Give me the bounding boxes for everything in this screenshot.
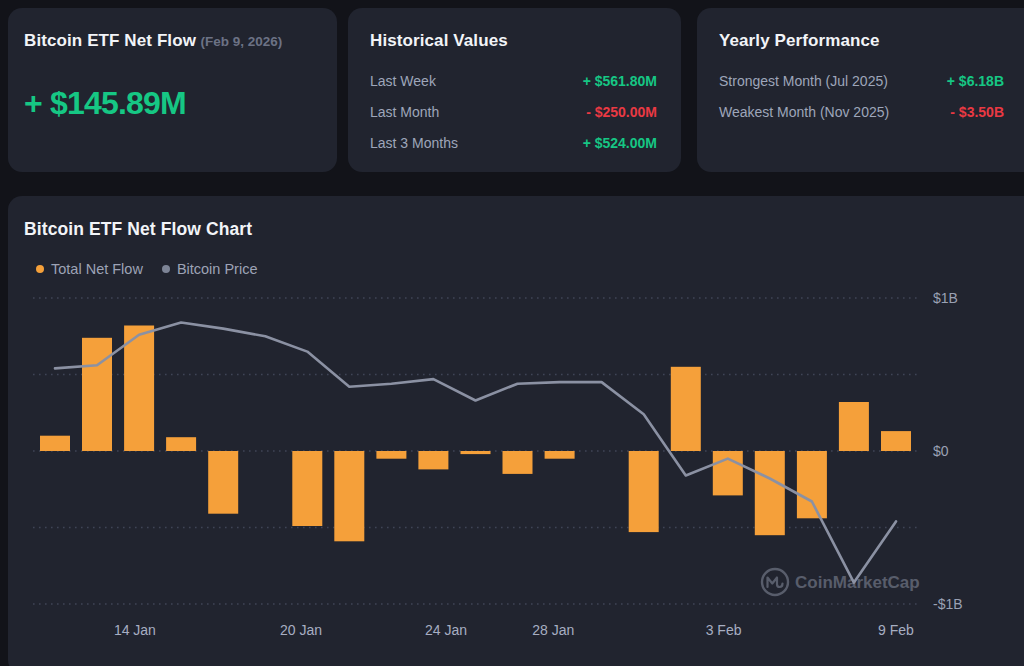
net-flow-bar	[671, 367, 701, 451]
net-flow-bar	[292, 451, 322, 526]
coinmarketcap-watermark: CoinMarketCap	[762, 569, 920, 595]
net-flow-card: Bitcoin ETF Net Flow (Feb 9, 2026) + $14…	[8, 8, 337, 172]
stat-label: Last Month	[370, 102, 439, 122]
stat-value: + $6.18B	[947, 71, 1004, 91]
stat-label: Last Week	[370, 71, 436, 91]
net-flow-bar	[503, 451, 533, 474]
net-flow-bar	[334, 451, 364, 541]
historical-title: Historical Values	[370, 31, 508, 51]
net-flow-bar	[881, 431, 911, 451]
stat-label: Weakest Month (Nov 2025)	[719, 102, 889, 122]
stat-value: + $561.80M	[583, 71, 657, 91]
x-axis-label: 20 Jan	[280, 622, 322, 638]
stat-row: Strongest Month (Jul 2025) + $6.18B	[719, 71, 1004, 91]
net-flow-bar	[755, 451, 785, 535]
x-axis-label: 28 Jan	[532, 622, 574, 638]
net-flow-bar	[797, 451, 827, 518]
net-flow-bar	[461, 451, 491, 454]
y-axis-label: $0	[933, 443, 949, 459]
stat-row: Last Month - $250.00M	[370, 102, 657, 122]
stat-label: Strongest Month (Jul 2025)	[719, 71, 888, 91]
net-flow-chart-card: Bitcoin ETF Net Flow Chart Total Net Flo…	[8, 196, 1024, 666]
net-flow-value: + $145.89M	[24, 85, 186, 122]
historical-values-card: Historical Values Last Week+ $561.80MLas…	[348, 8, 681, 172]
net-flow-bar	[124, 326, 154, 452]
yearly-performance-card: Yearly Performance Strongest Month (Jul …	[697, 8, 1024, 172]
net-flow-bar	[82, 338, 112, 451]
x-axis-label: 3 Feb	[706, 622, 742, 638]
net-flow-bar	[166, 437, 196, 451]
net-flow-bar	[839, 402, 869, 451]
stat-value: - $3.50B	[950, 102, 1004, 122]
stat-row: Last Week + $561.80M	[370, 71, 657, 91]
stat-row: Last 3 Months + $524.00M	[370, 133, 657, 153]
net-flow-bar	[418, 451, 448, 469]
x-axis-label: 24 Jan	[425, 622, 467, 638]
x-axis-label: 14 Jan	[114, 622, 156, 638]
net-flow-bar	[208, 451, 238, 514]
stat-value: - $250.00M	[586, 102, 657, 122]
y-axis-label: -$1B	[933, 596, 963, 612]
stat-value: + $524.00M	[583, 133, 657, 153]
stat-label: Last 3 Months	[370, 133, 458, 153]
net-flow-title: Bitcoin ETF Net Flow	[24, 31, 196, 50]
stat-row: Weakest Month (Nov 2025) - $3.50B	[719, 102, 1004, 122]
y-axis-label: $1B	[933, 290, 958, 306]
net-flow-bar	[545, 451, 575, 459]
net-flow-bar	[376, 451, 406, 459]
x-axis-label: 9 Feb	[878, 622, 914, 638]
net-flow-bar	[40, 436, 70, 451]
net-flow-bar	[629, 451, 659, 532]
yearly-title: Yearly Performance	[719, 31, 880, 51]
net-flow-date: (Feb 9, 2026)	[200, 34, 282, 49]
